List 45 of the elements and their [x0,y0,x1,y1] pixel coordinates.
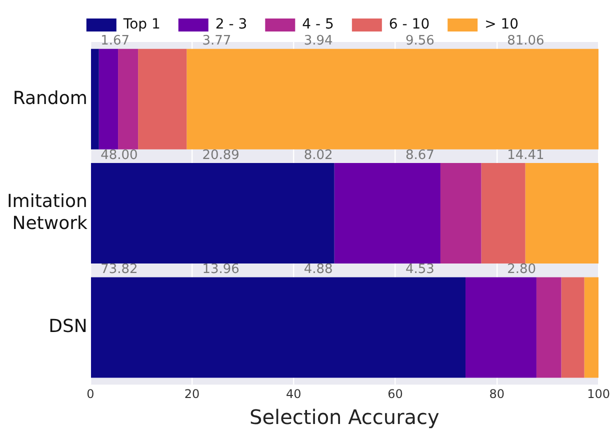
x-tick-label: 20 [184,386,200,401]
x-tick-label: 0 [86,386,94,401]
y-tick-label: Random [12,88,88,109]
bar [525,163,598,264]
bar [91,277,466,378]
text: 9.56 [405,34,434,49]
text: 8.67 [405,148,434,163]
text: 73.82 [100,262,138,278]
text: 8.02 [304,148,333,163]
legend-label: > 10 [484,16,519,33]
y-tick-label: DSN [48,316,88,338]
x-tick-label: 60 [388,386,403,401]
text: 48.00 [100,148,138,163]
bar [186,48,599,150]
legend-label: 4 - 5 [302,16,334,33]
text: 3.94 [304,34,333,49]
y-tick-label: Imitation Network [6,191,88,234]
text: 4.88 [304,262,333,278]
text: 14.41 [507,148,544,163]
bar [440,163,482,264]
bar [561,277,584,378]
legend-label: Top 1 [122,16,160,33]
x-tick-label: 80 [489,386,505,401]
x-axis-title: Selection Accuracy [250,405,440,430]
bar [584,277,598,378]
bar [481,163,526,264]
bar [536,277,562,378]
text: 81.06 [507,34,544,49]
bar [334,163,440,264]
text: 13.96 [202,262,240,278]
bar [118,48,138,150]
text: 20.89 [202,148,240,163]
x-tick-label: 100 [587,386,610,401]
bar [91,163,334,264]
x-tick-label: 40 [286,386,302,401]
bar [91,48,99,150]
bar [98,48,118,150]
legend-label: 6 - 10 [388,16,430,33]
bar [138,48,187,150]
bar [466,277,536,378]
text: 3.77 [202,34,232,49]
text: 1.67 [100,34,130,49]
legend-label: 2 - 3 [215,16,248,33]
text: 4.53 [405,262,434,278]
text: 2.80 [507,262,536,278]
